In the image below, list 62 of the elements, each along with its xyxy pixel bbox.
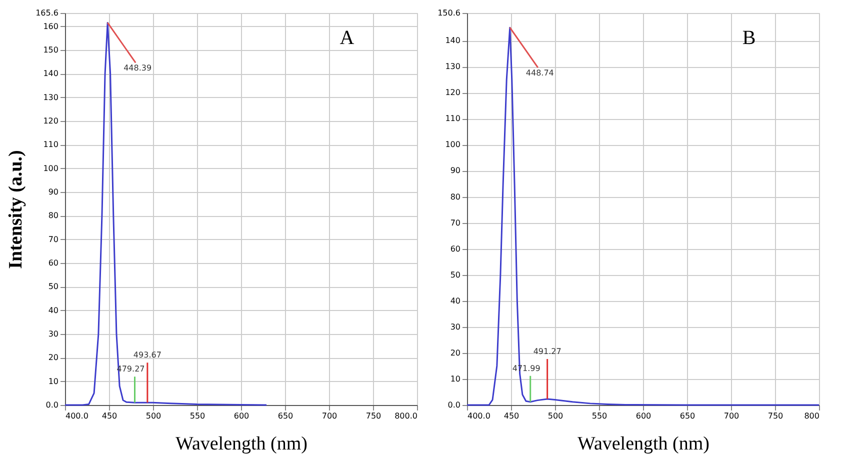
- annotation: 448.74: [526, 68, 554, 78]
- line-series: [64, 22, 268, 406]
- annotation: 491.27: [533, 347, 562, 356]
- x-tick-label: 450: [504, 412, 520, 420]
- x-tick-label: 550: [592, 412, 608, 420]
- y-tick-label: 60: [450, 244, 460, 254]
- y-tick-label: 110: [43, 140, 58, 150]
- y-tick-label: 140: [445, 36, 460, 46]
- y-axis-title: Intensity (a.u.): [6, 150, 27, 269]
- x-tick-label: 700: [724, 412, 740, 420]
- y-tick-label: 80: [450, 192, 460, 202]
- text: A: [340, 27, 355, 49]
- y-tick-label: 50: [48, 282, 58, 292]
- y-tick-label: 40: [48, 306, 58, 315]
- y-tick-label: 140: [43, 69, 58, 78]
- x-tick-label: 450: [102, 412, 118, 420]
- y-tick-label: 110: [445, 114, 460, 124]
- y-tick-label: 10: [450, 374, 460, 384]
- y-tick-label: 80: [48, 211, 58, 220]
- x-tick-label: 400.0: [468, 412, 490, 420]
- y-tick-label: 60: [48, 258, 58, 268]
- x-tick-label: 700: [322, 412, 338, 420]
- y-tick-label: 100: [43, 164, 58, 173]
- x-tick-label: 800.0: [394, 412, 418, 420]
- annotation: 448.39: [124, 64, 152, 73]
- x-axis-title: Wavelength (nm): [578, 434, 710, 454]
- text: B: [742, 27, 756, 49]
- y-tick-label: 160: [43, 22, 58, 31]
- x-tick-label: 600: [636, 412, 652, 420]
- y-tick-label: 90: [450, 166, 460, 176]
- x-tick-label: 650: [680, 412, 696, 420]
- y-tick-label: 120: [43, 116, 58, 126]
- y-tick-label: 120: [445, 88, 460, 98]
- x-tick-label: 400.0: [66, 412, 88, 420]
- y-tick-label: 70: [48, 234, 58, 244]
- y-tick-label: 70: [450, 218, 460, 228]
- x-tick-label: 650: [278, 412, 294, 420]
- y-tick-label: 10: [48, 376, 58, 386]
- y-tick-label: 50: [450, 270, 460, 280]
- x-tick-label: 500: [146, 412, 162, 420]
- y-tick-label: 100: [445, 140, 460, 150]
- y-tick-label: 150: [43, 45, 58, 54]
- y-tick-label: 30: [450, 322, 460, 332]
- x-tick-label: 800: [804, 412, 820, 420]
- y-tick-label: 40: [450, 296, 460, 306]
- annotation: 493.67: [133, 350, 162, 360]
- y-tick-label: 130: [445, 62, 460, 72]
- y-tick-label: 90: [48, 187, 58, 196]
- y-tick-label: 130: [43, 92, 58, 102]
- y-tick-label: 0.0: [46, 400, 58, 410]
- x-axis-title: Wavelength (nm): [176, 434, 308, 454]
- x-tick-label: 750: [366, 412, 382, 420]
- y-tick-label: 150.6: [438, 8, 460, 18]
- x-tick-label: 750: [768, 412, 784, 420]
- y-tick-label: 20: [48, 353, 58, 362]
- x-tick-label: 600: [234, 412, 250, 420]
- y-tick-label: 20: [450, 348, 460, 358]
- y-tick-label: 30: [48, 329, 58, 338]
- x-tick-label: 550: [190, 412, 206, 420]
- x-tick-label: 500: [548, 412, 564, 420]
- y-tick-label: 165.6: [36, 8, 58, 18]
- y-tick-label: 0.0: [448, 400, 460, 410]
